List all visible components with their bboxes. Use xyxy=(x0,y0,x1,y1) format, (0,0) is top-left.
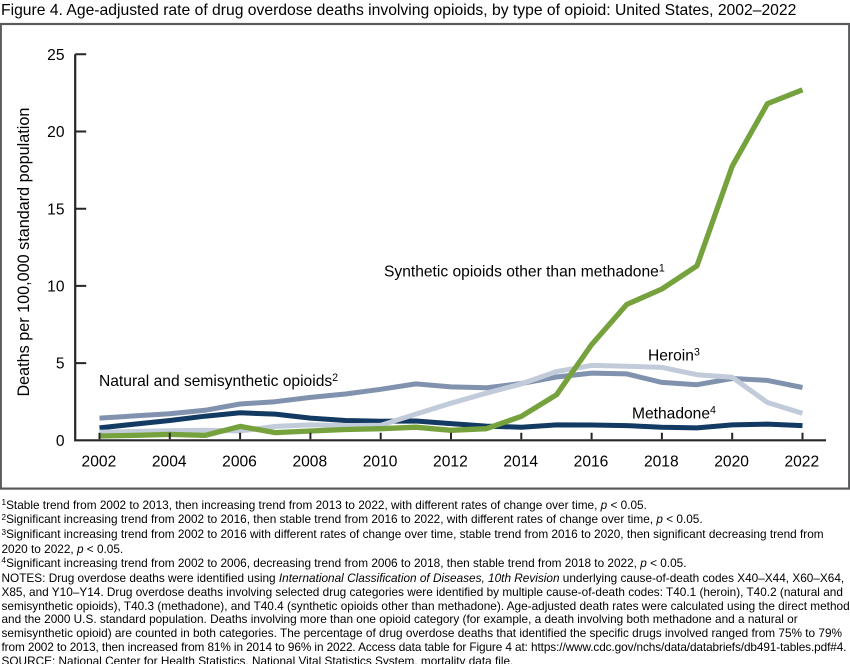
svg-text:2004: 2004 xyxy=(152,454,187,471)
svg-text:2008: 2008 xyxy=(292,454,327,471)
svg-text:Synthetic opioids other than m: Synthetic opioids other than methadone1 xyxy=(384,263,665,281)
svg-text:2014: 2014 xyxy=(503,454,538,471)
svg-text:2016: 2016 xyxy=(574,454,609,471)
svg-text:2012: 2012 xyxy=(433,454,468,471)
svg-text:Natural and semisynthetic opio: Natural and semisynthetic opioids2 xyxy=(99,372,338,390)
svg-text:Deaths per 100,000 standard po: Deaths per 100,000 standard population xyxy=(15,108,33,397)
svg-text:2018: 2018 xyxy=(644,454,679,471)
svg-text:5: 5 xyxy=(56,356,65,373)
svg-text:Heroin3: Heroin3 xyxy=(648,347,700,365)
svg-text:15: 15 xyxy=(47,201,65,218)
svg-text:25: 25 xyxy=(47,47,65,64)
svg-text:2006: 2006 xyxy=(222,454,257,471)
svg-text:Methadone4: Methadone4 xyxy=(632,404,716,422)
svg-text:10: 10 xyxy=(47,279,65,296)
svg-text:2022: 2022 xyxy=(784,454,819,471)
svg-text:0: 0 xyxy=(56,433,65,450)
svg-text:20: 20 xyxy=(47,124,65,141)
svg-text:2020: 2020 xyxy=(714,454,749,471)
svg-text:2002: 2002 xyxy=(82,454,117,471)
svg-text:2010: 2010 xyxy=(363,454,398,471)
